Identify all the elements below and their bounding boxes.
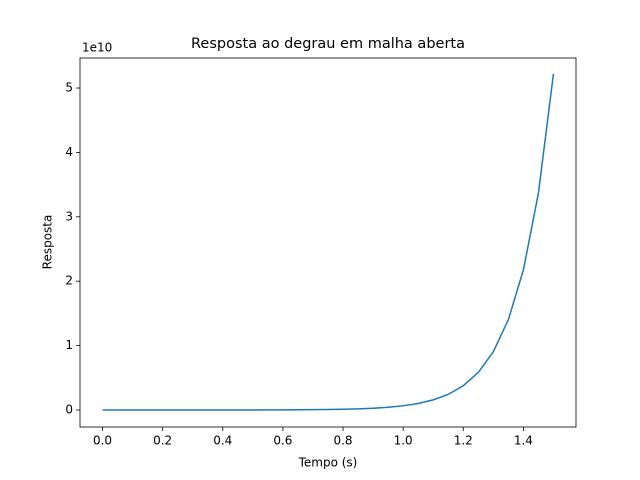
x-tick-label: 1.2 bbox=[454, 434, 473, 448]
y-tick-label: 5 bbox=[65, 81, 73, 95]
chart-title: Resposta ao degrau em malha aberta bbox=[191, 36, 465, 52]
x-tick-label: 1.4 bbox=[514, 434, 533, 448]
x-tick-label: 0.6 bbox=[273, 434, 292, 448]
x-tick-label: 0.8 bbox=[333, 434, 352, 448]
x-tick-label: 0.4 bbox=[213, 434, 232, 448]
line bbox=[102, 73, 555, 411]
y-tick-label: 4 bbox=[65, 145, 73, 159]
x-tick-label: 0.2 bbox=[153, 434, 172, 448]
x-tick-label: 1.0 bbox=[394, 434, 413, 448]
x-tick-label: 0.0 bbox=[93, 434, 112, 448]
plot-frame bbox=[79, 57, 577, 428]
y-offset-label: 1e10 bbox=[82, 41, 112, 55]
y-tick-label: 2 bbox=[65, 274, 73, 288]
y-tick-label: 1 bbox=[65, 338, 73, 352]
y-tick-label: 0 bbox=[65, 402, 73, 416]
y-axis-label: Resposta bbox=[41, 215, 55, 270]
y-tick-label: 3 bbox=[65, 209, 73, 223]
x-axis-label: Tempo (s) bbox=[298, 456, 358, 470]
